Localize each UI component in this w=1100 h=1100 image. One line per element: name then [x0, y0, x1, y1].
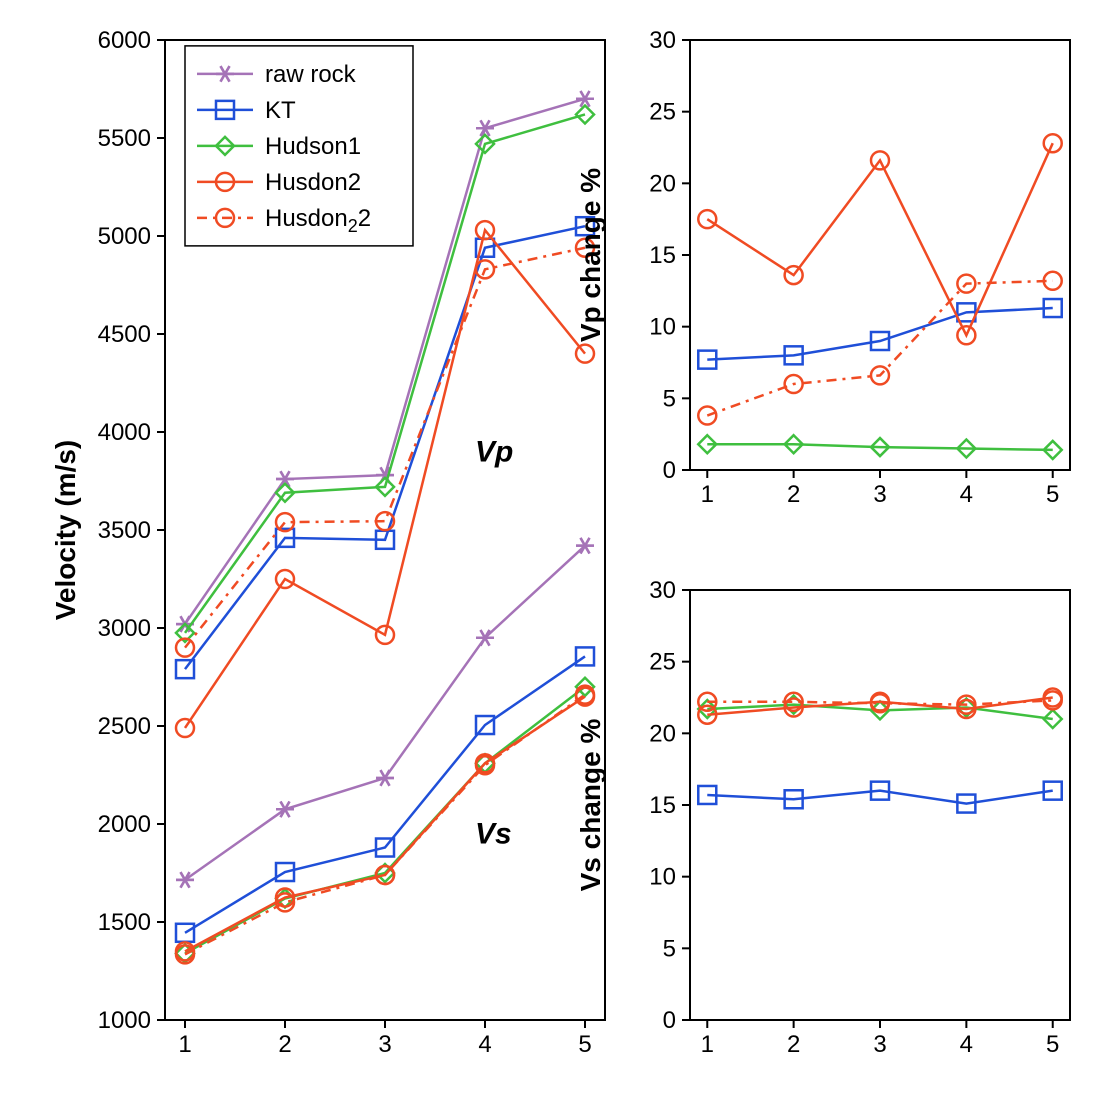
- ytick-label: 0: [663, 457, 676, 484]
- legend-label: KT: [265, 97, 296, 124]
- plot-frame: [690, 590, 1070, 1020]
- ytick-label: 5: [663, 385, 676, 412]
- xtick-label: 4: [960, 481, 973, 508]
- xtick-label: 2: [787, 481, 800, 508]
- ytick-label: 2500: [98, 713, 151, 740]
- legend-label: Husdon2: [265, 169, 361, 196]
- ytick-label: 30: [649, 27, 676, 54]
- xtick-label: 2: [278, 1031, 291, 1058]
- y-axis-label: Vs change %: [575, 719, 606, 892]
- xtick-label: 3: [873, 1031, 886, 1058]
- legend-label: Hudson1: [265, 133, 361, 160]
- annotation-label: Vs: [475, 818, 512, 851]
- xtick-label: 1: [701, 1031, 714, 1058]
- ytick-label: 15: [649, 242, 676, 269]
- ytick-label: 25: [649, 649, 676, 676]
- ytick-label: 1000: [98, 1007, 151, 1034]
- ytick-label: 3000: [98, 615, 151, 642]
- xtick-label: 1: [701, 481, 714, 508]
- ytick-label: 30: [649, 577, 676, 604]
- xtick-label: 5: [1046, 481, 1059, 508]
- xtick-label: 3: [873, 481, 886, 508]
- ytick-label: 4500: [98, 321, 151, 348]
- legend-label: raw rock: [265, 61, 357, 88]
- ytick-label: 2000: [98, 811, 151, 838]
- ytick-label: 10: [649, 314, 676, 341]
- chart-figure: 1234510001500200025003000350040004500500…: [0, 0, 1100, 1100]
- y-axis-label: Velocity (m/s): [50, 440, 81, 621]
- ytick-label: 25: [649, 99, 676, 126]
- y-axis-label: Vp change %: [575, 168, 606, 342]
- ytick-label: 4000: [98, 419, 151, 446]
- ytick-label: 1500: [98, 909, 151, 936]
- xtick-label: 2: [787, 1031, 800, 1058]
- xtick-label: 4: [478, 1031, 491, 1058]
- xtick-label: 1: [178, 1031, 191, 1058]
- ytick-label: 3500: [98, 517, 151, 544]
- ytick-label: 20: [649, 720, 676, 747]
- ytick-label: 5: [663, 935, 676, 962]
- xtick-label: 4: [960, 1031, 973, 1058]
- ytick-label: 10: [649, 864, 676, 891]
- xtick-label: 5: [1046, 1031, 1059, 1058]
- annotation-label: Vp: [475, 435, 513, 468]
- ytick-label: 0: [663, 1007, 676, 1034]
- plot-frame: [690, 40, 1070, 470]
- xtick-label: 5: [578, 1031, 591, 1058]
- ytick-label: 5000: [98, 223, 151, 250]
- ytick-label: 15: [649, 792, 676, 819]
- xtick-label: 3: [378, 1031, 391, 1058]
- ytick-label: 5500: [98, 125, 151, 152]
- ytick-label: 20: [649, 170, 676, 197]
- ytick-label: 6000: [98, 27, 151, 54]
